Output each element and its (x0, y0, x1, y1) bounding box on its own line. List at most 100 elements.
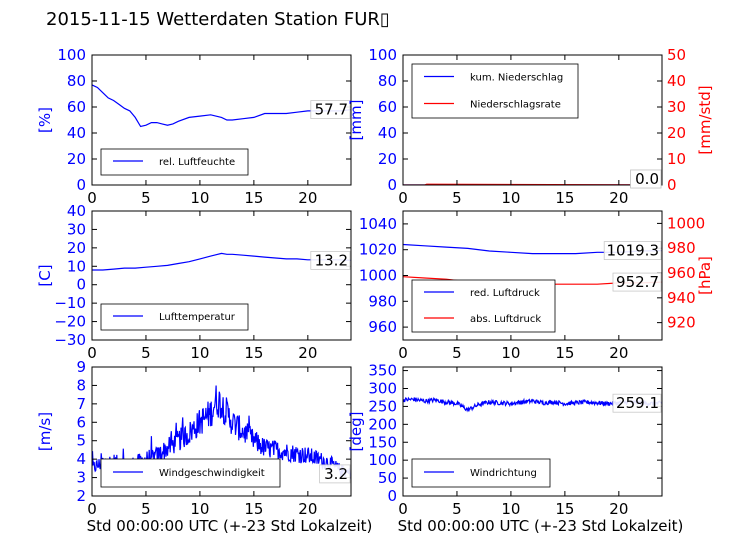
y-axis-label: [%] (36, 107, 54, 133)
end-value-box (310, 250, 351, 270)
end-value-label: 3.2 (324, 465, 348, 483)
panel-windspeed: 0 5 10 15 2023456789[m/s]3.2Windgeschwindigk… (36, 358, 372, 535)
y-axis-label: [m/s] (36, 412, 54, 451)
y-axis-label: [C] (36, 264, 54, 286)
y-tick-label: 150 (368, 433, 397, 451)
y-tick-label: 0 (76, 276, 86, 294)
x-tick-label: 0 (398, 189, 408, 207)
figure-title: 2015-11-15 Wetterdaten Station FUR▯ (46, 9, 390, 30)
end-value-label: 1019.3 (607, 242, 660, 260)
axes-frame (91, 54, 352, 186)
end-value-label: 259.1 (616, 394, 659, 412)
legend-box (411, 458, 551, 488)
legend-box (411, 279, 556, 333)
x-tick-label: 20 (609, 344, 628, 362)
y-tick-label: 20 (67, 150, 86, 168)
x-tick-label: 0 (398, 344, 408, 362)
y-tick-label: 100 (57, 46, 86, 64)
x-tick-label: 0 (87, 500, 97, 518)
x-tick-label: 20 (609, 500, 628, 518)
y-tick-label: 100 (368, 451, 397, 469)
x-tick-label: 5 (452, 500, 462, 518)
panel-temperature: 0 5 10 15 20−30−20−10010203040[C]13.2Lufttem… (36, 202, 352, 362)
end-value-box (319, 464, 351, 484)
y-tick-label: 10 (67, 257, 86, 275)
y2-tick-label: 40 (667, 72, 686, 90)
y-tick-label: −20 (54, 313, 86, 331)
x-tick-label: 10 (190, 189, 209, 207)
y-tick-label: 80 (67, 72, 86, 90)
legend-label: red. Luftdruck (470, 288, 540, 299)
axes-frame (91, 210, 352, 341)
y-tick-label: 1000 (359, 267, 397, 285)
y-tick-label: 9 (76, 358, 86, 376)
y-tick-label: 20 (67, 239, 86, 257)
panel-pressure: 0 5 10 15 20 960 980 1000 1020 1040 920 940 960 980 10… (359, 210, 714, 362)
end-value-box (630, 169, 662, 189)
x-tick-label: 5 (141, 189, 151, 207)
x-tick-label: 10 (501, 344, 520, 362)
legend-label: Windgeschwindigkeit (159, 468, 265, 479)
axes-frame (402, 366, 663, 497)
legend-label: Niederschlagsrate (470, 100, 561, 111)
y-tick-label: 3 (76, 469, 86, 487)
y-tick-label: 60 (67, 98, 86, 116)
y-tick-label: 300 (368, 380, 397, 398)
x-tick-label: 15 (555, 189, 574, 207)
y-tick-label: 60 (378, 98, 397, 116)
y-tick-label: 40 (67, 202, 86, 220)
y-tick-label: 5 (76, 432, 86, 450)
y-tick-label: 6 (76, 413, 86, 431)
legend-label: abs. Luftdruck (470, 314, 541, 325)
y-tick-label: 50 (378, 469, 397, 487)
panel-winddirection: 0 5 10 15 20050100150200250300350[deg]259.1W… (347, 362, 683, 535)
y-tick-label: 40 (378, 124, 397, 142)
y-tick-label: 0 (76, 176, 86, 194)
y2-tick-label: 960 (667, 264, 696, 282)
y2-tick-label: 20 (667, 124, 686, 142)
y-tick-label: 250 (368, 397, 397, 415)
panel-precipitation: 0 5 10 15 20 0 20 40 60 80 100 0 10 20 30 40 50 [mm] [mm/s… (347, 46, 714, 207)
y-tick-label: 1040 (359, 215, 397, 233)
y-tick-label: 200 (368, 415, 397, 433)
x-tick-label: 15 (555, 344, 574, 362)
y-tick-label: 980 (368, 292, 397, 310)
legend-label: rel. Luftfeuchte (159, 157, 235, 168)
y2-axis-label: [hPa] (696, 256, 714, 295)
y-tick-label: 80 (378, 72, 397, 90)
legend-box (100, 458, 281, 488)
x-tick-label: 10 (501, 189, 520, 207)
y2-tick-label: 10 (667, 150, 686, 168)
x-tick-label: 0 (87, 344, 97, 362)
x-tick-label: 15 (555, 500, 574, 518)
y-tick-label: 0 (387, 176, 397, 194)
series-line-temperature-0 (92, 252, 351, 271)
x-tick-label: 15 (244, 189, 263, 207)
y-tick-label: 350 (368, 362, 397, 380)
y-tick-label: 0 (387, 487, 397, 505)
axes-frame (402, 54, 663, 186)
end-value-box (603, 241, 662, 261)
x-tick-label: 5 (141, 344, 151, 362)
series-line-humidity-0 (92, 84, 351, 128)
x-axis-label: Std 00:00:00 UTC (+-23 Std Lokalzeit) (87, 517, 373, 535)
legend-box (411, 63, 579, 119)
x-tick-label: 10 (190, 344, 209, 362)
x-tick-label: 5 (452, 189, 462, 207)
y2-axis-label: [mm/std] (696, 85, 714, 154)
y-axis-label: [mm] (347, 100, 365, 141)
x-tick-label: 20 (609, 189, 628, 207)
panel-humidity: 0 5 10 15 20 0 20 40 60 80 100 [%] 57.7 rel. Luftfeuc… (36, 46, 352, 207)
x-tick-label: 10 (190, 500, 209, 518)
end-value-label: 0.0 (635, 170, 659, 188)
y-tick-label: −30 (54, 331, 86, 349)
x-tick-label: 20 (298, 189, 317, 207)
y-tick-label: 100 (368, 46, 397, 64)
end-value-box (310, 100, 351, 119)
legend-box (100, 303, 249, 331)
x-tick-label: 10 (501, 500, 520, 518)
axes-frame (91, 366, 352, 497)
x-tick-label: 5 (141, 500, 151, 518)
x-tick-label: 15 (244, 344, 263, 362)
